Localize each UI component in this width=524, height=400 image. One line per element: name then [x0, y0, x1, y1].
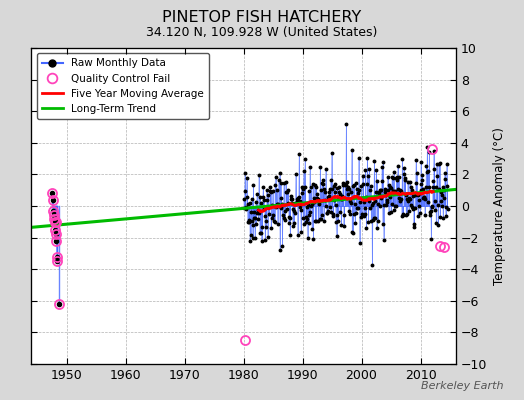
- Text: 34.120 N, 109.928 W (United States): 34.120 N, 109.928 W (United States): [146, 26, 378, 39]
- Text: Berkeley Earth: Berkeley Earth: [421, 381, 503, 391]
- Y-axis label: Temperature Anomaly (°C): Temperature Anomaly (°C): [493, 127, 506, 285]
- Text: PINETOP FISH HATCHERY: PINETOP FISH HATCHERY: [162, 10, 362, 25]
- Legend: Raw Monthly Data, Quality Control Fail, Five Year Moving Average, Long-Term Tren: Raw Monthly Data, Quality Control Fail, …: [37, 53, 209, 119]
